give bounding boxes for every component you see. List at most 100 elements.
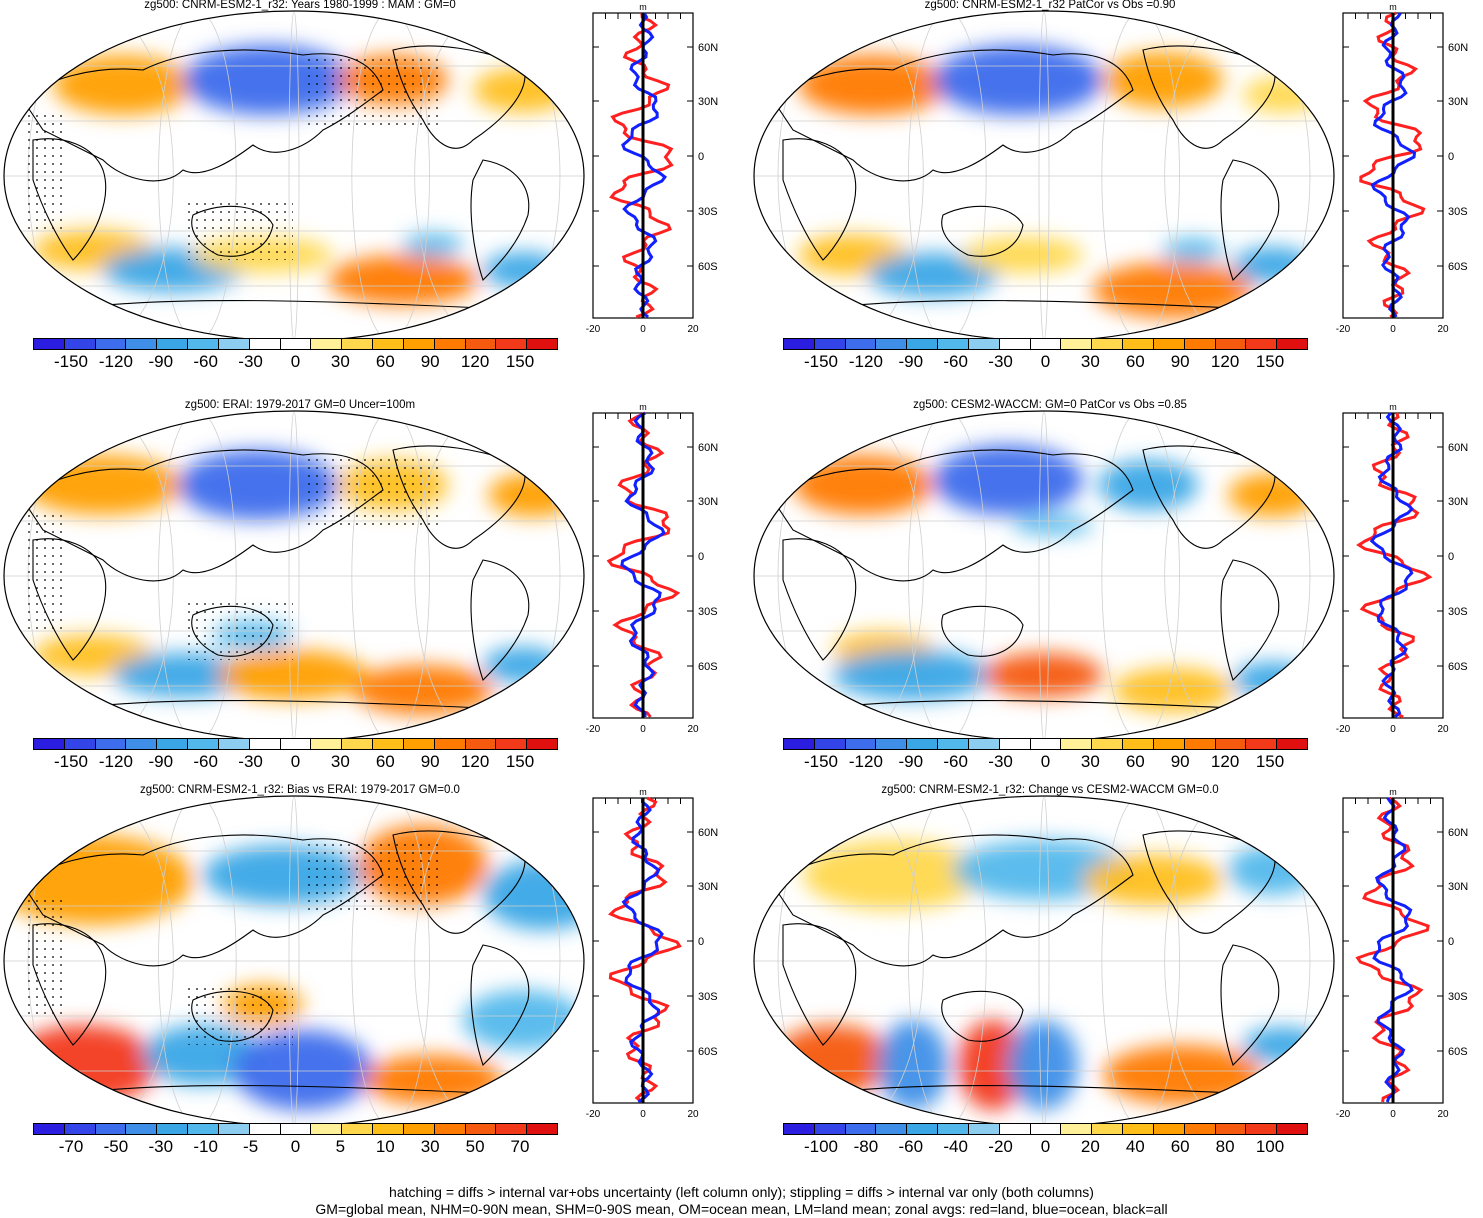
colorbar-tick-label: -70 [58, 1137, 84, 1156]
colorbar-swatch [218, 739, 250, 749]
zonal-x-tick-label: -20 [1336, 724, 1351, 735]
colorbar-swatch [280, 739, 312, 749]
panel-p1: zg500: CNRM-ESM2-1_r32: Years 1980-1999 … [0, 0, 733, 385]
colorbar-swatch [64, 739, 96, 749]
colorbar-swatch [1123, 1124, 1154, 1134]
colorbar-tick-label: 90 [1170, 752, 1190, 771]
colorbar-tick-label: -90 [898, 752, 924, 771]
zonal-lat-label: 30S [1448, 991, 1468, 1003]
anomaly-region [8, 1025, 158, 1105]
robinson-map [3, 410, 585, 742]
zonal-x-tick-label: 0 [640, 1109, 646, 1120]
colorbar-swatch [34, 1124, 65, 1134]
colorbar-tick-label: 10 [375, 1137, 395, 1156]
colorbar-swatch [968, 739, 1000, 749]
land-zonal-line [608, 796, 682, 1104]
zonal-x-tick-label: 20 [687, 724, 699, 735]
colorbar-tick-label: -20 [988, 1137, 1013, 1156]
anomaly-region [983, 653, 1103, 697]
colorbar-tick-label: -60 [898, 1137, 924, 1156]
colorbar-tick-label: -60 [193, 352, 218, 371]
colorbar-swatch [845, 339, 877, 349]
colorbar-swatch [342, 739, 374, 749]
robinson-map [753, 795, 1335, 1127]
colorbar-swatch [1061, 339, 1093, 349]
colorbar-tick-label: -150 [53, 352, 89, 371]
zonal-lat-label: 60S [1448, 261, 1468, 273]
anomaly-region [233, 1030, 373, 1110]
colorbar-swatch [249, 1124, 281, 1134]
colorbar-swatch [34, 339, 65, 349]
anomaly-region [773, 1025, 893, 1095]
zonal-unit-label: m [639, 402, 647, 412]
colorbar-swatch [1246, 339, 1278, 349]
anomaly-region [798, 55, 948, 115]
colorbar [783, 338, 1308, 350]
colorbar-swatch [249, 339, 281, 349]
colorbar-swatch [1277, 339, 1308, 349]
zonal-lat-label: 60S [698, 261, 718, 273]
anomaly-region [958, 1020, 1028, 1110]
anomaly-region [878, 1020, 948, 1110]
colorbar-swatch [373, 339, 404, 349]
colorbar-swatch [1030, 339, 1062, 349]
zonal-lat-label: 30S [1448, 206, 1468, 218]
panel-p3: zg500: ERAI: 1979-2017 GM=0 Uncer=100m -1… [0, 399, 733, 785]
zonal-lat-label: 60N [1448, 42, 1468, 54]
panel-title: zg500: CNRM-ESM2-1_r32: Years 1980-1999 … [144, 0, 456, 11]
colorbar-swatch [249, 739, 281, 749]
zonal-lat-label: 60N [698, 442, 718, 454]
colorbar-tick-label: 80 [1215, 1137, 1235, 1156]
colorbar-tick-label: 150 [1255, 752, 1285, 771]
colorbar-tick-label: -120 [848, 352, 883, 371]
colorbar-tick-label: -10 [193, 1137, 218, 1156]
colorbar-tick-label: 30 [420, 1137, 440, 1156]
colorbar-tick-label: 60 [1125, 752, 1145, 771]
zonal-x-tick-label: 0 [1390, 724, 1396, 735]
anomaly-region [1013, 515, 1093, 535]
colorbar-swatch [95, 739, 127, 749]
panel-title: zg500: CNRM-ESM2-1_r32: Change vs CESM2-… [881, 784, 1219, 796]
anomaly-region [833, 650, 993, 700]
colorbar-swatch [157, 339, 189, 349]
zonal-x-tick-label: 0 [640, 324, 646, 335]
colorbar-swatch [188, 339, 219, 349]
colorbar-tick-label: 0 [290, 352, 301, 371]
colorbar-tick-label: 60 [375, 352, 395, 371]
zonal-x-tick-label: 0 [1390, 324, 1396, 335]
colorbar-swatch [95, 1124, 127, 1134]
anomaly-region [1083, 855, 1223, 905]
zonal-lat-label: 60S [1448, 661, 1468, 673]
anomaly-region [1103, 1045, 1263, 1105]
zonal-lat-label: 30S [698, 991, 718, 1003]
colorbar-tick-label: 30 [330, 752, 350, 771]
colorbar-swatch [403, 1124, 435, 1134]
colorbar-tick-label: 50 [465, 1137, 485, 1156]
colorbar-swatch [403, 739, 435, 749]
colorbar-swatch [188, 1124, 219, 1134]
colorbar-tick-label: 90 [420, 752, 440, 771]
colorbar-tick-label: 150 [505, 752, 535, 771]
zonal-average-plot: m 60N 30N 0 30S 60S -20 0 20 [586, 402, 718, 735]
anomaly-region [218, 650, 368, 700]
colorbar-tick-label: -120 [98, 752, 133, 771]
colorbar-swatch [938, 1124, 969, 1134]
zonal-average-plot: m 60N 30N 0 30S 60S -20 0 20 [1336, 2, 1468, 335]
colorbar-tick-label: 120 [460, 752, 490, 771]
colorbar-swatch [784, 1124, 815, 1134]
colorbar-swatch [434, 1124, 466, 1134]
colorbar-tick-label: -100 [803, 1137, 839, 1156]
colorbar-swatch [1061, 739, 1093, 749]
colorbar-swatch [1184, 739, 1216, 749]
colorbar-swatch [784, 739, 815, 749]
colorbar-tick-label: -50 [103, 1137, 129, 1156]
land-zonal-line [1359, 11, 1426, 319]
panel-p5: zg500: CNRM-ESM2-1_r32: Bias vs ERAI: 19… [0, 784, 733, 1170]
anomaly-region [483, 252, 563, 288]
colorbar-tick-label: -40 [943, 1137, 968, 1156]
ocean-zonal-line [621, 12, 667, 319]
colorbar-swatch [157, 739, 189, 749]
colorbar-swatch [496, 339, 528, 349]
colorbar-swatch [1277, 1124, 1308, 1134]
colorbar-swatch [1184, 339, 1216, 349]
